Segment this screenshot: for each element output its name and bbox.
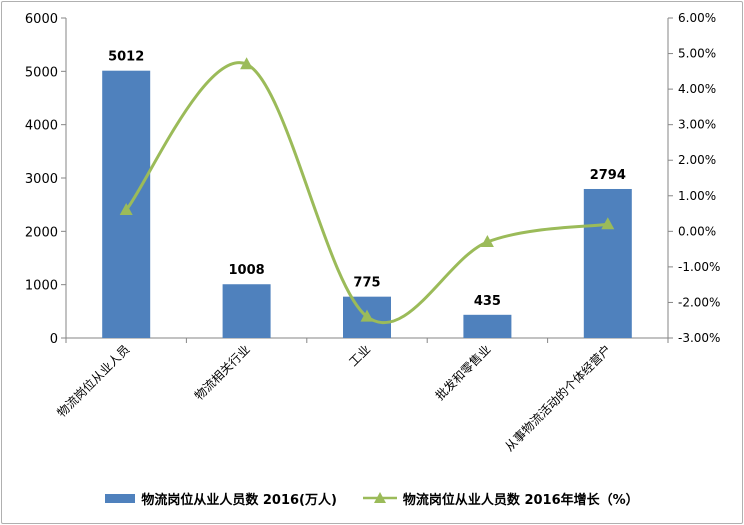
legend-item-bar: 物流岗位从业人员数 2016(万人) — [105, 489, 337, 508]
right-tick-label: 3.00% — [678, 118, 716, 132]
right-tick-label: 2.00% — [678, 153, 716, 167]
bar-data-label: 5012 — [108, 50, 144, 65]
category-label: 工业 — [346, 342, 373, 369]
legend-line-label: 物流岗位从业人员数 2016年增长（%） — [402, 492, 639, 508]
bar-data-label: 1008 — [229, 263, 265, 278]
triangle-marker — [240, 57, 254, 70]
growth-line — [125, 61, 609, 325]
triangle-marker — [360, 309, 374, 322]
left-tick-label: 2000 — [25, 225, 58, 240]
bar — [583, 188, 632, 338]
category-label: 从事物流活动的个体经营户 — [501, 342, 613, 454]
right-tick-label: 5.00% — [678, 47, 716, 61]
legend: 物流岗位从业人员数 2016(万人) 物流岗位从业人员数 2016年增长（%） — [0, 486, 744, 510]
left-tick-label: 1000 — [25, 279, 58, 294]
category-label: 物流岗位从业人员 — [54, 342, 132, 420]
right-tick-label: -3.00% — [678, 331, 720, 345]
left-tick-label: 6000 — [25, 12, 58, 27]
bar-data-label: 435 — [474, 294, 501, 309]
right-tick-label: 4.00% — [678, 82, 716, 96]
right-tick-label: -2.00% — [678, 295, 720, 309]
right-tick-label: 1.00% — [678, 189, 716, 203]
category-label: 批发和零售业 — [432, 342, 494, 404]
left-tick-label: 3000 — [25, 172, 58, 187]
bar — [463, 314, 512, 338]
legend-bar-label: 物流岗位从业人员数 2016(万人) — [141, 492, 337, 508]
right-tick-label: 0.00% — [678, 224, 716, 238]
left-tick-label: 0 — [50, 332, 58, 347]
right-tick-label: -1.00% — [678, 260, 720, 274]
right-tick-label: 6.00% — [678, 11, 716, 25]
triangle-marker — [601, 217, 615, 230]
left-tick-label: 4000 — [25, 119, 58, 134]
triangle-marker — [119, 203, 133, 215]
bar-data-label: 2794 — [590, 168, 626, 183]
legend-line-swatch — [362, 492, 397, 503]
legend-item-line: 物流岗位从业人员数 2016年增长（%） — [362, 489, 639, 508]
triangle-marker — [480, 235, 494, 247]
category-label: 物流相关行业 — [192, 342, 253, 403]
left-tick-label: 5000 — [25, 65, 58, 80]
legend-bar-swatch — [105, 493, 136, 503]
bar-data-label: 775 — [353, 276, 380, 291]
bar — [222, 284, 271, 338]
